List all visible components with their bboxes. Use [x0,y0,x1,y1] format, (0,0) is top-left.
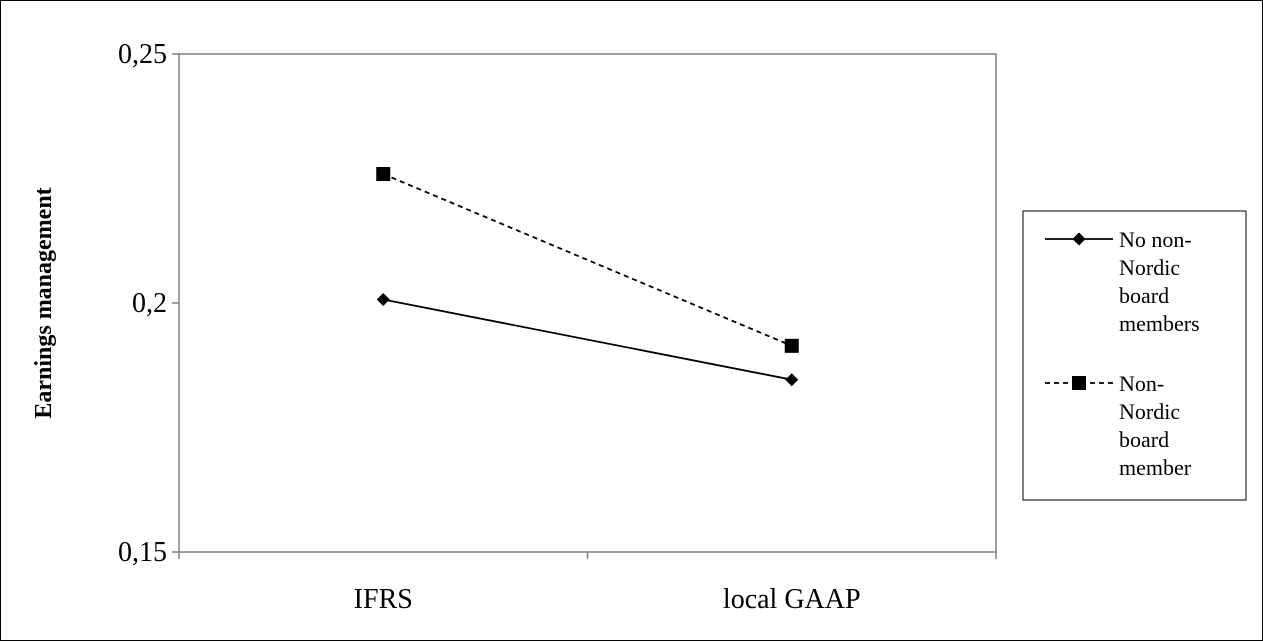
legend-label: board [1119,427,1169,452]
legend-entry-2: Non- Nordic board member [1045,371,1192,480]
legend-label: member [1119,455,1192,480]
series-point [376,167,391,182]
legend-label: No non- [1119,227,1192,252]
legend-box [1022,210,1247,501]
legend-label: members [1119,311,1200,336]
series-point [784,338,799,353]
y-axis-title: Earnings management [31,187,57,418]
x-axis-ticks: IFRS local GAAP [178,552,997,615]
series-1 [376,293,799,387]
series-layer [376,167,799,387]
y-axis-ticks: 0,15 0,2 0,25 [118,39,179,568]
y-tick-label: 0,25 [118,39,167,70]
series-point [785,373,799,387]
legend-label: board [1119,283,1169,308]
series-point [376,293,390,307]
legend-label: Nordic [1119,255,1180,280]
legend-entry-1: No non- Nordic board members [1045,227,1200,336]
y-tick-label: 0,2 [132,288,167,319]
x-tick-label: IFRS [354,584,413,615]
plot-area [178,53,997,553]
legend: No non- Nordic board members Non- Nordic board… [1022,210,1247,501]
series-2 [376,167,799,353]
series-line [383,298,792,381]
legend-marker [1072,376,1086,390]
series-line [382,173,793,347]
legend-label: Non- [1119,371,1164,396]
legend-label: Nordic [1119,399,1180,424]
y-tick-label: 0,15 [118,537,167,568]
x-tick-label: local GAAP [723,584,861,615]
legend-marker [1072,232,1086,246]
